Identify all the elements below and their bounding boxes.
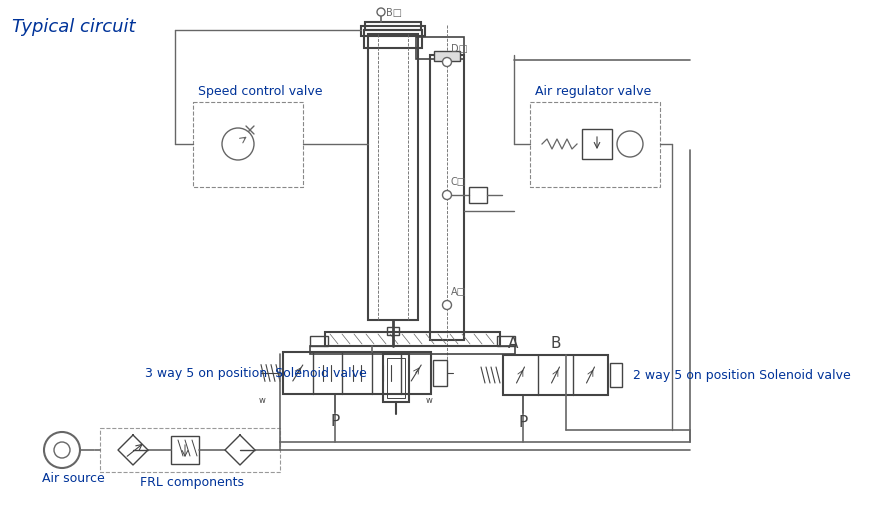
Text: B□: B□ — [385, 8, 401, 18]
Bar — [386, 327, 399, 335]
Bar — [100, 428, 280, 472]
Text: B: B — [549, 336, 560, 351]
Bar — [581, 129, 611, 159]
Bar — [324, 332, 500, 346]
Bar — [416, 37, 463, 59]
Text: Typical circuit: Typical circuit — [12, 18, 136, 36]
Circle shape — [377, 8, 385, 16]
Bar — [368, 34, 417, 320]
Bar — [193, 102, 303, 187]
Bar — [386, 358, 405, 398]
Text: Speed control valve: Speed control valve — [198, 85, 323, 98]
Bar — [363, 30, 422, 48]
Text: w: w — [425, 396, 432, 405]
Text: 2 way 5 on position Solenoid valve: 2 way 5 on position Solenoid valve — [633, 368, 850, 381]
Bar — [432, 360, 447, 386]
Text: 3 way 5 on position  Solenoid valve: 3 way 5 on position Solenoid valve — [144, 366, 366, 379]
Bar — [361, 26, 424, 36]
Bar — [610, 363, 621, 387]
Circle shape — [617, 131, 642, 157]
Bar — [309, 346, 515, 354]
Text: D□: D□ — [450, 44, 467, 54]
Bar — [530, 102, 659, 187]
Circle shape — [442, 301, 451, 309]
Circle shape — [442, 58, 451, 66]
Circle shape — [442, 190, 451, 199]
Text: P: P — [330, 414, 339, 429]
Bar — [469, 187, 486, 203]
Text: C□: C□ — [450, 177, 466, 187]
Text: A: A — [508, 336, 517, 351]
Bar — [430, 55, 463, 340]
Text: FRL components: FRL components — [140, 476, 244, 489]
Text: w: w — [259, 396, 266, 405]
Bar — [283, 352, 431, 394]
Circle shape — [222, 128, 253, 160]
Text: P: P — [517, 415, 527, 430]
Text: Air source: Air source — [42, 472, 105, 485]
Bar — [309, 336, 328, 346]
Text: A□: A□ — [450, 287, 466, 297]
Text: Air regulator valve: Air regulator valve — [534, 85, 650, 98]
Circle shape — [44, 432, 80, 468]
Bar — [171, 436, 198, 464]
Circle shape — [54, 442, 70, 458]
Bar — [502, 355, 607, 395]
Bar — [383, 354, 408, 402]
Bar — [496, 336, 515, 346]
Bar — [364, 22, 421, 30]
Bar — [433, 51, 460, 61]
